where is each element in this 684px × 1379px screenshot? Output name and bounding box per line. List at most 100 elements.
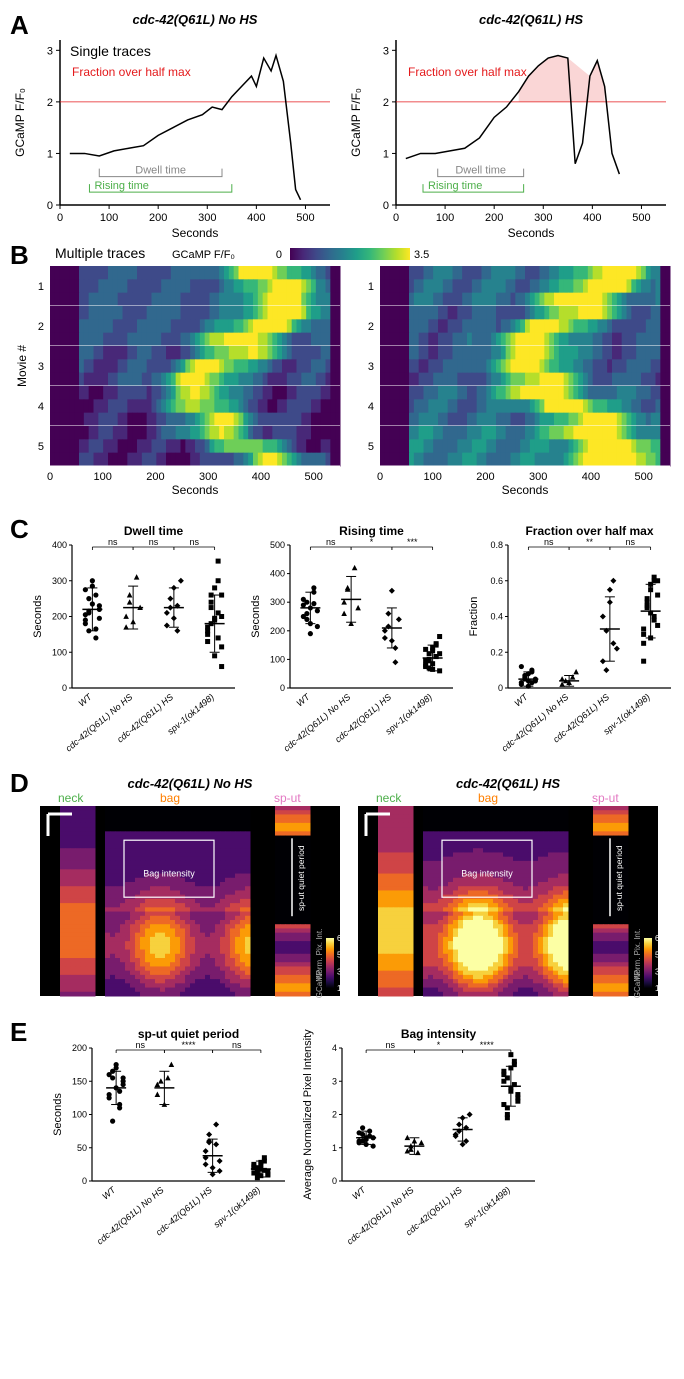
svg-text:300: 300 [52, 576, 67, 586]
svg-text:Dwell time: Dwell time [455, 165, 506, 177]
svg-text:ns: ns [189, 537, 199, 547]
svg-text:5: 5 [38, 441, 44, 453]
svg-text:300: 300 [529, 471, 547, 483]
svg-text:sp-ut: sp-ut [592, 791, 619, 805]
svg-text:3: 3 [47, 45, 53, 57]
svg-text:Seconds: Seconds [32, 595, 44, 638]
svg-text:GCaMP F/F₀: GCaMP F/F₀ [13, 88, 27, 157]
svg-text:2: 2 [383, 97, 389, 109]
svg-text:ns: ns [108, 537, 118, 547]
svg-text:100: 100 [424, 471, 442, 483]
svg-text:400: 400 [247, 212, 265, 224]
svg-text:3: 3 [337, 967, 342, 976]
svg-text:500: 500 [632, 212, 650, 224]
svg-text:300: 300 [198, 212, 216, 224]
svg-text:200: 200 [476, 471, 494, 483]
svg-text:Fraction over half max: Fraction over half max [408, 65, 527, 79]
svg-text:ns: ns [149, 537, 159, 547]
svg-text:cdc-42(Q61L) No HS: cdc-42(Q61L) No HS [64, 692, 135, 754]
svg-text:***: *** [407, 537, 418, 547]
svg-text:4: 4 [368, 401, 374, 413]
svg-text:0: 0 [276, 249, 282, 261]
svg-text:0: 0 [62, 683, 67, 693]
svg-text:Multiple traces: Multiple traces [55, 245, 145, 261]
svg-text:0: 0 [47, 471, 53, 483]
svg-text:Fraction: Fraction [468, 597, 480, 637]
svg-text:4: 4 [38, 401, 44, 413]
svg-text:1: 1 [337, 984, 342, 993]
svg-text:WT: WT [513, 691, 531, 709]
svg-text:100: 100 [270, 654, 285, 664]
svg-text:WT: WT [295, 691, 313, 709]
svg-text:100: 100 [100, 212, 118, 224]
svg-text:neck: neck [376, 791, 402, 805]
svg-text:400: 400 [252, 471, 270, 483]
svg-text:200: 200 [149, 212, 167, 224]
svg-text:bag: bag [160, 791, 180, 805]
svg-text:100: 100 [52, 647, 67, 657]
svg-text:cdc-42(Q61L) No HS: cdc-42(Q61L) No HS [133, 12, 258, 27]
svg-text:bag: bag [478, 791, 498, 805]
svg-text:300: 300 [534, 212, 552, 224]
svg-text:Seconds: Seconds [250, 595, 262, 638]
svg-text:2: 2 [47, 97, 53, 109]
svg-text:Rising time: Rising time [339, 524, 404, 538]
svg-text:0: 0 [280, 683, 285, 693]
svg-text:100: 100 [94, 471, 112, 483]
svg-text:*: * [370, 537, 374, 547]
svg-text:sp-ut: sp-ut [274, 791, 301, 805]
svg-text:Fraction over half max: Fraction over half max [72, 65, 191, 79]
svg-text:neck: neck [58, 791, 84, 805]
svg-text:5: 5 [368, 441, 374, 453]
panel-b-label: B [10, 240, 29, 271]
svg-text:GCaMP F/F₀: GCaMP F/F₀ [172, 249, 235, 261]
svg-text:0.6: 0.6 [490, 576, 503, 586]
svg-text:Seconds: Seconds [502, 483, 549, 497]
svg-text:ns: ns [326, 537, 336, 547]
svg-text:Seconds: Seconds [508, 226, 555, 240]
panel-d-kymographs: cdc-42(Q61L) No HSneckbagsp-utBag intens… [10, 772, 674, 1012]
svg-text:ns: ns [544, 537, 554, 547]
svg-text:3.5: 3.5 [414, 249, 429, 261]
svg-text:300: 300 [199, 471, 217, 483]
svg-text:1: 1 [368, 281, 374, 293]
svg-text:300: 300 [270, 597, 285, 607]
panel-e-label: E [10, 1017, 27, 1048]
svg-text:0: 0 [383, 200, 389, 212]
svg-text:500: 500 [634, 471, 652, 483]
svg-text:200: 200 [485, 212, 503, 224]
svg-text:400: 400 [270, 569, 285, 579]
svg-text:1: 1 [383, 148, 389, 160]
svg-text:6: 6 [337, 934, 342, 943]
svg-text:200: 200 [270, 626, 285, 636]
svg-text:cdc-42(Q61L) No HS: cdc-42(Q61L) No HS [282, 692, 353, 754]
svg-text:500: 500 [296, 212, 314, 224]
svg-text:400: 400 [582, 471, 600, 483]
svg-text:cdc-42(Q61L) No HS: cdc-42(Q61L) No HS [500, 692, 571, 754]
svg-text:1: 1 [38, 281, 44, 293]
svg-text:Rising time: Rising time [428, 180, 482, 192]
svg-text:2: 2 [38, 321, 44, 333]
svg-text:cdc-42(Q61L) HS: cdc-42(Q61L) HS [479, 12, 583, 27]
svg-text:100: 100 [436, 212, 454, 224]
panel-a-right-chart: 01230100200300400500SecondsGCaMP F/F₀cdc… [346, 10, 674, 240]
svg-text:5: 5 [337, 951, 342, 960]
svg-text:Seconds: Seconds [172, 483, 219, 497]
panel-a-left-chart: 01230100200300400500SecondsGCaMP F/F₀cdc… [10, 10, 338, 240]
svg-text:0: 0 [377, 471, 383, 483]
svg-text:0: 0 [498, 683, 503, 693]
svg-text:WT: WT [77, 691, 95, 709]
svg-text:1: 1 [47, 148, 53, 160]
svg-text:2: 2 [368, 321, 374, 333]
svg-text:ns: ns [625, 537, 635, 547]
svg-text:3: 3 [38, 361, 44, 373]
svg-text:200: 200 [52, 612, 67, 622]
svg-text:**: ** [586, 537, 594, 547]
svg-text:0: 0 [393, 212, 399, 224]
svg-text:0.4: 0.4 [490, 612, 503, 622]
svg-text:Single traces: Single traces [70, 43, 151, 59]
svg-text:sp-ut quiet period: sp-ut quiet period [296, 845, 306, 911]
panel-c-scatters: 0100200300400Dwell timeSecondsWTcdc-42(Q… [10, 518, 674, 763]
svg-text:500: 500 [270, 540, 285, 550]
panel-c-label: C [10, 514, 29, 545]
